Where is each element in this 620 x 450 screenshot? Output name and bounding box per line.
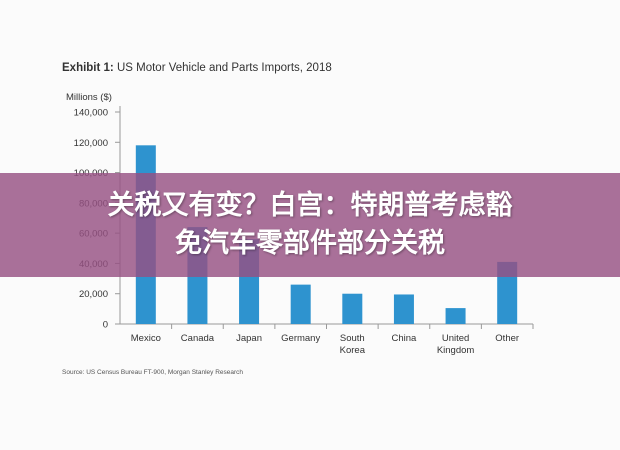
y-tick-label: 140,000: [74, 108, 108, 119]
bar: [445, 308, 466, 324]
x-tick-label: Canada: [181, 333, 215, 344]
x-tick-label: Mexico: [131, 333, 161, 344]
headline-text: 关税又有变？白宫：特朗普考虑豁 免汽车零部件部分关税: [30, 187, 590, 263]
exhibit-title: Exhibit 1: US Motor Vehicle and Parts Im…: [62, 62, 332, 74]
y-tick-label: 120,000: [74, 138, 108, 149]
y-tick-label: 20,000: [79, 289, 108, 300]
x-tick-label: Korea: [340, 345, 366, 356]
x-tick-label: China: [392, 333, 418, 344]
source-note: Source: US Census Bureau FT-900, Morgan …: [62, 369, 244, 376]
bar: [342, 293, 363, 324]
x-tick-label: Other: [495, 333, 519, 344]
y-axis-label: Millions ($): [66, 92, 112, 103]
x-tick-label: Japan: [236, 333, 262, 344]
x-tick-label: Germany: [281, 333, 320, 344]
exhibit-label: Exhibit 1:: [62, 62, 114, 74]
y-tick-label: 0: [103, 320, 108, 331]
bar: [393, 294, 414, 324]
headline-line-2: 免汽车零部件部分关税: [175, 228, 445, 259]
x-tick-label: Kingdom: [437, 345, 475, 356]
headline-line-1: 关税又有变？白宫：特朗普考虑豁: [107, 190, 513, 221]
bar: [497, 261, 518, 324]
x-tick-label: United: [442, 333, 469, 344]
x-tick-label: South: [340, 333, 365, 344]
headline-banner: 关税又有变？白宫：特朗普考虑豁 免汽车零部件部分关税: [0, 173, 620, 277]
chart-title: US Motor Vehicle and Parts Imports, 2018: [116, 62, 332, 74]
bar: [290, 284, 311, 324]
